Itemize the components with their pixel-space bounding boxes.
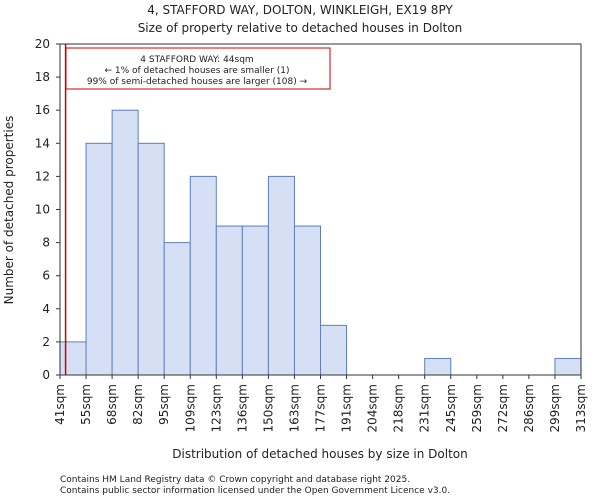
- bars-group: [59, 109, 582, 376]
- x-tick-label: 136sqm: [235, 384, 249, 432]
- y-tick-label: 14: [35, 136, 50, 150]
- y-axis-ticks: 0 2 4 6 8 10 12 14 16 18 20: [35, 37, 60, 382]
- x-tick-label: 109sqm: [183, 384, 197, 432]
- x-axis-ticks: 41sqm 55sqm 68sqm 82sqm 95sqm 109sqm 123sqm 136…: [53, 375, 588, 432]
- y-tick-label: 12: [35, 169, 50, 183]
- annotation-line-3: 99% of semi-detached houses are larger (…: [87, 77, 308, 87]
- y-tick-label: 20: [35, 37, 50, 51]
- x-tick-label: 95sqm: [157, 384, 171, 425]
- x-tick-label: 191sqm: [340, 384, 354, 432]
- annotation-border: [65, 47, 331, 90]
- bar: [267, 175, 295, 376]
- y-tick-label: 8: [42, 236, 50, 250]
- bar: [320, 324, 348, 376]
- y-tick-label: 16: [35, 103, 50, 117]
- x-tick-label: 163sqm: [287, 384, 301, 432]
- annotation-line-1: 4 STAFFORD WAY: 44sqm: [140, 55, 253, 65]
- y-tick-label: 0: [42, 368, 50, 382]
- footer-line-2: Contains public sector information licen…: [60, 486, 450, 496]
- y-tick-label: 10: [35, 203, 50, 217]
- annotation-box: 4 STAFFORD WAY: 44sqm ← 1% of detached h…: [65, 47, 331, 90]
- x-tick-label: 204sqm: [366, 384, 380, 432]
- x-tick-label: 231sqm: [418, 384, 432, 432]
- x-tick-label: 286sqm: [522, 384, 536, 432]
- x-tick-label: 68sqm: [105, 384, 119, 425]
- bar: [424, 357, 452, 376]
- bar: [163, 242, 191, 376]
- x-tick-label: 313sqm: [574, 384, 588, 432]
- y-tick-label: 2: [42, 335, 50, 349]
- y-tick-label: 18: [35, 70, 50, 84]
- x-tick-label: 55sqm: [79, 384, 93, 425]
- x-tick-label: 259sqm: [470, 384, 484, 432]
- bar: [189, 175, 217, 376]
- bar: [554, 357, 582, 376]
- x-tick-label: 245sqm: [444, 384, 458, 432]
- x-tick-label: 82sqm: [131, 384, 145, 425]
- chart-subtitle: Size of property relative to detached ho…: [138, 21, 463, 35]
- y-tick-label: 6: [42, 269, 50, 283]
- footer-line-1: Contains HM Land Registry data © Crown c…: [60, 475, 410, 485]
- plot-frame: [59, 43, 582, 376]
- x-tick-label: 272sqm: [496, 384, 510, 432]
- bar: [215, 225, 243, 376]
- bar: [241, 225, 269, 376]
- bar: [85, 142, 113, 376]
- x-tick-label: 41sqm: [53, 384, 67, 425]
- x-tick-label: 123sqm: [209, 384, 223, 432]
- y-axis-label: Number of detached properties: [2, 116, 16, 305]
- annotation-line-2: ← 1% of detached houses are smaller (1): [104, 66, 289, 76]
- bar: [137, 142, 165, 376]
- x-tick-label: 299sqm: [548, 384, 562, 432]
- x-axis-label: Distribution of detached houses by size …: [172, 447, 467, 461]
- x-tick-label: 177sqm: [314, 384, 328, 432]
- chart-title: 4, STAFFORD WAY, DOLTON, WINKLEIGH, EX19…: [147, 3, 453, 17]
- y-tick-label: 4: [42, 302, 50, 316]
- bar: [293, 225, 322, 376]
- bar: [59, 341, 87, 376]
- x-tick-label: 150sqm: [261, 384, 275, 432]
- bar: [111, 109, 139, 376]
- x-tick-label: 218sqm: [392, 384, 406, 432]
